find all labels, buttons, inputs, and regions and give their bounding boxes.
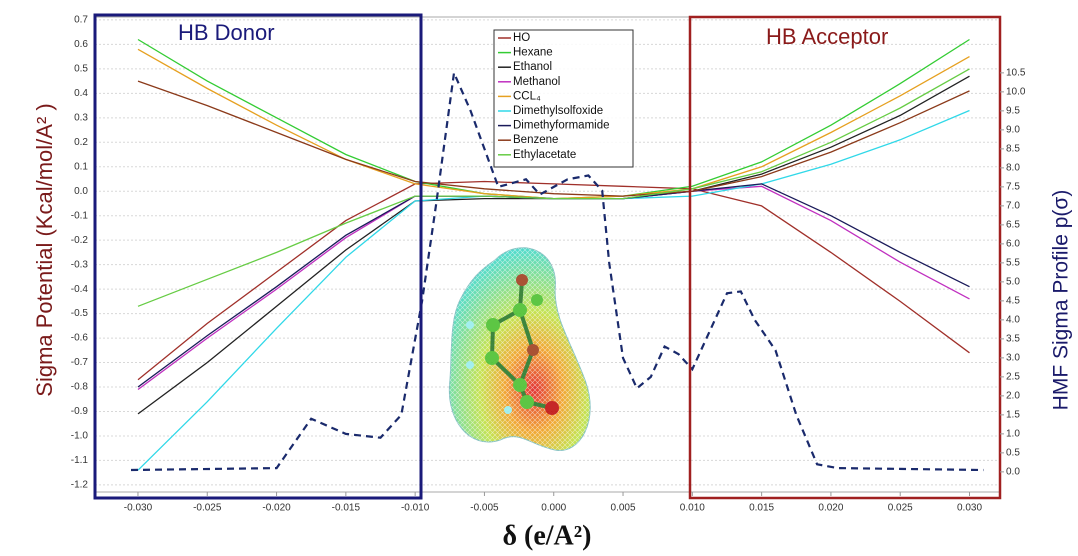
y2-tick-label: 0.5 bbox=[1006, 448, 1020, 459]
y2-tick-label: 5.0 bbox=[1006, 277, 1020, 288]
y-tick-label: -1.0 bbox=[71, 431, 89, 442]
y2-tick-label: 10.0 bbox=[1006, 87, 1026, 98]
y2-tick-label: 4.5 bbox=[1006, 296, 1020, 307]
y-tick-label: 0.0 bbox=[74, 186, 88, 197]
y-tick-label: -0.2 bbox=[71, 235, 89, 246]
y2-axis-label: HMF Sigma Profile p(σ) bbox=[1050, 190, 1073, 411]
x-tick-label: -0.010 bbox=[401, 503, 430, 514]
series-line bbox=[137, 80, 970, 197]
legend-label: Dimethylsolfoxide bbox=[513, 105, 603, 117]
series-line bbox=[137, 68, 970, 307]
x-tick-label: -0.025 bbox=[193, 503, 222, 514]
legend-label: HO bbox=[513, 32, 530, 44]
donor-label: HB Donor bbox=[178, 20, 275, 45]
y-tick-label: -0.8 bbox=[71, 382, 89, 393]
plot-area bbox=[130, 38, 984, 472]
y-axis-label: Sigma Potential (Kcal/mol/A² ) bbox=[32, 103, 57, 396]
x-axis-label: δ (e/A²) bbox=[502, 520, 591, 551]
molecule bbox=[448, 247, 591, 451]
legend-label: Ethanol bbox=[513, 61, 552, 73]
y-tick-label: 0.7 bbox=[74, 15, 88, 26]
acceptor-box bbox=[688, 15, 1002, 500]
y2-tick-label: 1.0 bbox=[1006, 429, 1020, 440]
y-tick-label: -0.9 bbox=[71, 406, 89, 417]
y2-tick-label: 10.5 bbox=[1006, 68, 1026, 79]
y-tick-label: -0.7 bbox=[71, 357, 89, 368]
legend-label: Ethylacetate bbox=[513, 149, 576, 161]
donor-box bbox=[93, 13, 423, 500]
series-line bbox=[137, 180, 970, 381]
y-tick-label: 0.5 bbox=[74, 64, 88, 75]
y-tick-label: -1.1 bbox=[71, 455, 89, 466]
y-tick-label: 0.6 bbox=[74, 39, 88, 50]
x-tick-label: 0.000 bbox=[541, 503, 566, 514]
legend: HO Hexane Ethanol Methanol CCL₄ Dimethylsolfo… bbox=[498, 32, 610, 161]
x-tick-label: 0.025 bbox=[888, 503, 913, 514]
y2-tick-label: 9.0 bbox=[1006, 125, 1020, 136]
y-tick-label: 0.1 bbox=[74, 161, 88, 172]
x-tick-label: -0.030 bbox=[124, 503, 153, 514]
x-tick-label: -0.020 bbox=[262, 503, 291, 514]
y2-tick-label: 2.5 bbox=[1006, 372, 1020, 383]
legend-label: Benzene bbox=[513, 134, 558, 146]
y-tick-label: -1.2 bbox=[71, 480, 89, 491]
profile-line bbox=[130, 68, 984, 472]
y2-tick-label: 2.0 bbox=[1006, 391, 1020, 402]
y2-tick-label: 3.5 bbox=[1006, 334, 1020, 345]
y2-tick-label: 8.0 bbox=[1006, 163, 1020, 174]
y2-tick-label: 0.0 bbox=[1006, 467, 1020, 478]
y-tick-label: 0.2 bbox=[74, 137, 88, 148]
x-tick-label: 0.005 bbox=[611, 503, 636, 514]
y-tick-label: -0.4 bbox=[71, 284, 89, 295]
legend-label: Hexane bbox=[513, 47, 553, 59]
y2-tick-label: 6.5 bbox=[1006, 220, 1020, 231]
y2-tick-label: 8.5 bbox=[1006, 144, 1020, 155]
legend-box bbox=[493, 29, 634, 168]
x-tick-label: 0.030 bbox=[957, 503, 982, 514]
acceptor-label: HB Acceptor bbox=[766, 24, 888, 49]
y-tick-label: -0.6 bbox=[71, 333, 89, 344]
legend-label: Dimethyformamide bbox=[513, 120, 610, 132]
y2-tick-label: 9.5 bbox=[1006, 106, 1020, 117]
y2-tick-label: 5.5 bbox=[1006, 258, 1020, 269]
y-tick-label: -0.1 bbox=[71, 210, 89, 221]
y-tick-label: 0.4 bbox=[74, 88, 88, 99]
x-tick-label: 0.015 bbox=[749, 503, 774, 514]
legend-label: Methanol bbox=[513, 76, 560, 88]
y2-tick-label: 6.0 bbox=[1006, 239, 1020, 250]
x-tick-label: -0.015 bbox=[332, 503, 361, 514]
y-tick-label: 0.3 bbox=[74, 112, 88, 123]
y-tick-label: -0.5 bbox=[71, 308, 89, 319]
y2-tick-label: 3.0 bbox=[1006, 353, 1020, 364]
y2-tick-label: 4.0 bbox=[1006, 315, 1020, 326]
legend-label: CCL₄ bbox=[513, 90, 541, 102]
y2-tick-label: 1.5 bbox=[1006, 410, 1020, 421]
y-tick-label: -0.3 bbox=[71, 259, 89, 270]
x-tick-label: -0.005 bbox=[470, 503, 499, 514]
x-tick-label: 0.020 bbox=[818, 503, 843, 514]
y2-tick-label: 7.5 bbox=[1006, 182, 1020, 193]
x-tick-label: 0.010 bbox=[680, 503, 705, 514]
y2-tick-label: 7.0 bbox=[1006, 201, 1020, 212]
